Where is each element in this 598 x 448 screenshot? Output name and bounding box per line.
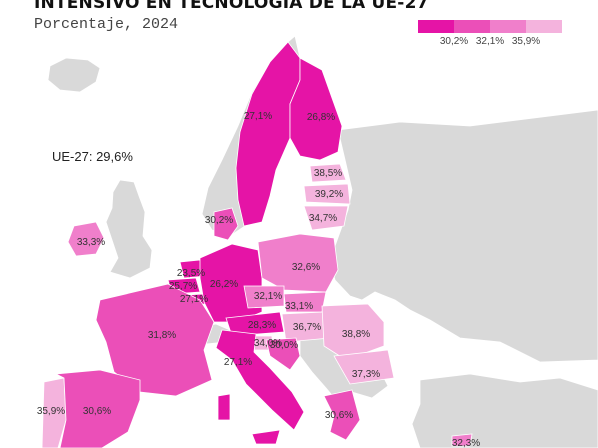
region-bulgaria: [333, 349, 395, 385]
region-sweden: [235, 41, 301, 227]
region-romania: [321, 303, 385, 361]
eu-countries: [41, 41, 473, 448]
label-lithuania: 34,7%: [309, 213, 337, 224]
region-denmark: [213, 207, 239, 241]
turkey: [411, 373, 598, 448]
label-latvia: 39,2%: [315, 189, 343, 200]
label-ireland: 33,3%: [77, 237, 105, 248]
label-france: 31,8%: [148, 330, 176, 341]
label-austria: 28,3%: [248, 320, 276, 331]
region-sardinia: [217, 393, 231, 421]
region-labels: 27,1% 26,8% 38,5% 39,2% 34,7% 30,2% 33,3…: [37, 111, 480, 448]
label-portugal: 35,9%: [37, 406, 65, 417]
region-greece: [323, 389, 361, 441]
region-portugal: [41, 377, 67, 448]
region-sicily: [251, 429, 281, 445]
region-czechia: [243, 285, 285, 309]
label-romania: 38,8%: [342, 329, 370, 340]
label-bulgaria: 37,3%: [352, 369, 380, 380]
label-netherlands: 23,5%: [177, 268, 205, 279]
label-luxembourg: 27,1%: [180, 294, 208, 305]
label-belgium: 25,7%: [169, 281, 197, 292]
label-hungary: 36,7%: [293, 322, 321, 333]
label-cyprus: 32,3%: [452, 438, 480, 448]
legend-swatch-3: [490, 20, 526, 33]
region-ireland: [67, 221, 105, 257]
label-germany: 26,2%: [210, 279, 238, 290]
legend-label-1: 30,2%: [439, 36, 469, 47]
label-czechia: 32,1%: [254, 291, 282, 302]
map-title: INTENSIVO EN TECNOLOGÍA DE LA UE-27: [34, 0, 429, 13]
label-spain: 30,6%: [83, 406, 111, 417]
label-croatia: 30,0%: [270, 340, 298, 351]
iceland: [47, 57, 101, 93]
region-finland: [289, 57, 343, 161]
region-croatia: [265, 337, 301, 371]
label-italy: 27,1%: [224, 357, 252, 368]
region-latvia: [303, 183, 351, 205]
region-estonia: [309, 163, 347, 183]
region-cyprus: [451, 433, 473, 447]
region-france: [95, 283, 215, 397]
label-slovenia: 34,0%: [254, 338, 282, 349]
region-austria: [225, 311, 285, 337]
united-kingdom: [105, 179, 153, 279]
legend-swatch-1: [418, 20, 454, 33]
map-subtitle: Porcentaje, 2024: [34, 16, 179, 33]
label-estonia: 38,5%: [314, 168, 342, 179]
label-greece: 30,6%: [325, 410, 353, 421]
label-finland: 26,8%: [307, 112, 335, 123]
legend-label-3: 35,9%: [511, 36, 541, 47]
region-poland: [257, 233, 339, 293]
label-sweden: 27,1%: [244, 111, 272, 122]
label-poland: 32,6%: [292, 262, 320, 273]
legend: 30,2% 32,1% 35,9%: [418, 20, 564, 52]
region-italy: [215, 329, 305, 431]
eu-average: UE-27: 29,6%: [52, 149, 133, 164]
region-spain: [54, 369, 141, 448]
label-denmark: 30,2%: [205, 215, 233, 226]
legend-swatch-4: [526, 20, 562, 33]
label-slovakia: 33,1%: [285, 301, 313, 312]
region-lithuania: [303, 205, 349, 231]
legend-label-2: 32,1%: [475, 36, 505, 47]
legend-swatch-2: [454, 20, 490, 33]
